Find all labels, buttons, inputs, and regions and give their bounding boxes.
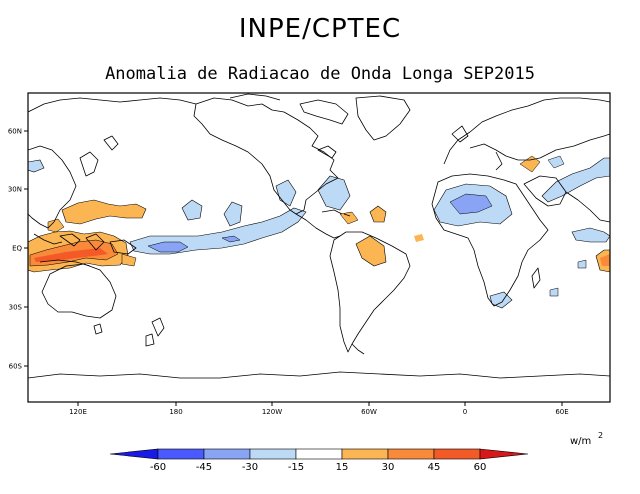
legend-swatch-lowest [109, 448, 159, 460]
lon-tick-0: 0 [463, 408, 467, 416]
legend-swatch [295, 448, 343, 460]
map-subtitle: Anomalia de Radiacao de Onda Longa SEP20… [105, 64, 535, 84]
anomaly-shading [28, 155, 610, 309]
legend-swatch [249, 448, 297, 460]
lat-tick-60n: 60N [8, 128, 22, 136]
lon-tick-60w: 60W [361, 408, 377, 416]
legend-label: -30 [242, 462, 258, 473]
legend-swatch [387, 448, 435, 460]
legend-swatch [433, 448, 481, 460]
lat-tick-eq: EQ [12, 245, 22, 253]
lon-tick-120w: 120W [262, 408, 282, 416]
legend-label: 30 [382, 462, 395, 473]
lon-tick-120e: 120E [69, 408, 87, 416]
unit-exponent: 2 [598, 431, 603, 440]
lat-tick-60s: 60S [9, 363, 23, 371]
legend-label: -45 [196, 462, 212, 473]
legend-swatch-highest [479, 448, 529, 460]
legend-swatch [341, 448, 389, 460]
lat-tick-30s: 30S [9, 304, 23, 312]
legend-swatch [203, 448, 251, 460]
color-legend: -60 -45 -30 -15 15 30 45 60 [109, 448, 529, 473]
unit-label: w/m 2 [570, 431, 603, 447]
lon-tick-180: 180 [169, 408, 182, 416]
legend-swatch [157, 448, 205, 460]
coastlines [28, 93, 610, 379]
legend-label: 45 [428, 462, 441, 473]
lat-tick-30n: 30N [8, 186, 22, 194]
legend-label: 60 [474, 462, 487, 473]
longitude-axis: 120E 180 120W 60W 0 60E [69, 402, 569, 416]
legend-label: 15 [336, 462, 349, 473]
map-title: INPE/CPTEC [238, 14, 402, 44]
latitude-axis: 60N 30N EQ 30S 60S [8, 128, 28, 371]
legend-label: -15 [288, 462, 304, 473]
legend-label: -60 [150, 462, 166, 473]
lon-tick-60e: 60E [555, 408, 568, 416]
unit-base: w/m [570, 436, 591, 447]
